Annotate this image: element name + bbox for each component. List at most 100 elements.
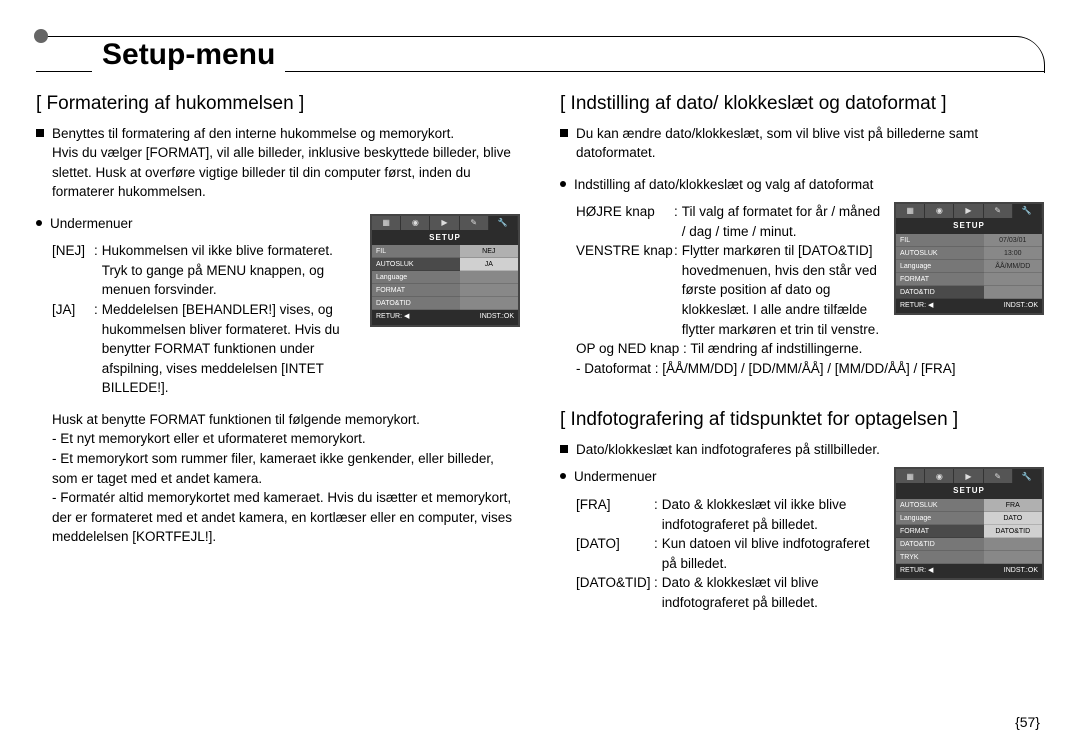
kv-row: HØJRE knap: Til valg af formatet for år …	[576, 202, 882, 241]
imprint-with-lcd: Undermenuer [FRA]: Dato & klokkeslæt vil…	[560, 467, 1044, 612]
lcd-header: SETUP	[372, 230, 518, 246]
imprint-items: [FRA]: Dato & klokkeslæt vil ikke blive …	[560, 495, 882, 612]
kv-row: [DATO&TID]: Dato & klokkeslæt vil blive …	[576, 573, 882, 612]
lcd-value-row: NEJ	[460, 245, 518, 258]
lcd-tab: ▦	[896, 204, 925, 218]
section-heading-format: [ Formatering af hukommelsen ]	[36, 90, 520, 118]
intro-text-dt: Du kan ændre dato/klokkeslæt, som vil bl…	[576, 124, 1044, 163]
kv-value: Kun datoen vil blive indfotograferet på …	[662, 534, 882, 573]
lcd-tab: ✎	[984, 204, 1013, 218]
kv-key: [DATO]	[576, 534, 654, 573]
kv-row: [FRA]: Dato & klokkeslæt vil ikke blive …	[576, 495, 882, 534]
lcd-menu-row: Language	[896, 260, 984, 273]
submenu-label: Undermenuer	[50, 214, 133, 234]
dot-bullet-icon	[560, 181, 566, 187]
lcd-menu-row: AUTOSLUK	[896, 247, 984, 260]
updown-row: OP og NED knap : Til ændring af indstill…	[560, 339, 1044, 359]
kv-value: Dato & klokkeslæt vil ikke blive indfoto…	[662, 495, 882, 534]
lcd-tab: 🔧	[489, 216, 518, 230]
lcd-footer-right: INDST.:OK	[480, 312, 514, 322]
page-number: {57}	[1015, 714, 1040, 730]
kv-key: [NEJ]	[52, 241, 94, 300]
square-bullet-icon	[560, 445, 568, 453]
note-title: Husk at benytte FORMAT funktionen til fø…	[36, 410, 520, 430]
lcd-header: SETUP	[896, 483, 1042, 499]
kv-key: VENSTRE knap	[576, 241, 674, 339]
kv-row: VENSTRE knap: Flytter markøren til [DATO…	[576, 241, 882, 339]
lcd-menu-row: FIL	[896, 234, 984, 247]
square-bullet-icon	[36, 129, 44, 137]
lcd-tab: ▦	[896, 469, 925, 483]
lcd-footer-left: RETUR: ◀	[900, 566, 933, 576]
lcd-tab: 🔧	[1013, 469, 1042, 483]
lcd-footer-left: RETUR: ◀	[376, 312, 409, 322]
lcd-preview-imprint: ▦◉▶✎🔧SETUPAUTOSLUKLanguageFORMATDATO&TID…	[894, 467, 1044, 580]
lcd-tab: ◉	[401, 216, 430, 230]
intro-text: Benyttes til formatering af den interne …	[52, 124, 520, 202]
lcd-preview-format: ▦◉▶✎🔧SETUPFILAUTOSLUKLanguageFORMATDATO&…	[370, 214, 520, 327]
lcd-value-row: ÅÅ/MM/DD	[984, 260, 1042, 273]
right-column: [ Indstilling af dato/ klokkeslæt og dat…	[560, 90, 1044, 612]
key-rows: HØJRE knap: Til valg af formatet for år …	[560, 202, 882, 339]
square-bullet-icon	[560, 129, 568, 137]
lcd-value-row: JA	[460, 258, 518, 271]
lcd-header: SETUP	[896, 218, 1042, 234]
lcd-tab: ✎	[984, 469, 1013, 483]
intro-block: Benyttes til formatering af den interne …	[36, 124, 520, 202]
kv-sep: :	[654, 534, 658, 573]
intro-block-dt: Du kan ændre dato/klokkeslæt, som vil bl…	[560, 124, 1044, 163]
lcd-menu-row: FORMAT	[896, 273, 984, 286]
submenu-label-imp-row: Undermenuer	[560, 467, 882, 487]
submenu-label-row: Undermenuer	[36, 214, 358, 234]
page-title: Setup-menu	[92, 38, 285, 72]
lcd-tab: ▶	[430, 216, 459, 230]
lcd-tab: ▦	[372, 216, 401, 230]
dot-bullet-icon	[560, 473, 566, 479]
lcd-menu-row: Language	[372, 271, 460, 284]
kv-row: [DATO]: Kun datoen vil blive indfotograf…	[576, 534, 882, 573]
note-list: - Et nyt memorykort eller et uformateret…	[36, 429, 520, 546]
section-heading-datetime: [ Indstilling af dato/ klokkeslæt og dat…	[560, 90, 1044, 118]
lcd-menu-row: FORMAT	[372, 284, 460, 297]
kv-sep: :	[654, 573, 658, 612]
intro-text-imp: Dato/klokkeslæt kan indfotograferes på s…	[576, 440, 880, 460]
kv-sep: :	[94, 300, 98, 398]
lcd-value-row: 07/03/01	[984, 234, 1042, 247]
kv-sep: :	[674, 202, 678, 241]
kv-row: [JA]: Meddelelsen [BEHANDLER!] vises, og…	[52, 300, 358, 398]
kv-key: HØJRE knap	[576, 202, 674, 241]
left-column: [ Formatering af hukommelsen ] Benyttes …	[36, 90, 520, 612]
lcd-tab: ◉	[925, 204, 954, 218]
note-line: - Formatér altid memorykortet med kamera…	[52, 488, 520, 547]
kv-sep: :	[654, 495, 658, 534]
lcd-value-row: 13:00	[984, 247, 1042, 260]
lcd-tab: 🔧	[1013, 204, 1042, 218]
lcd-menu-row: TRYK	[896, 551, 984, 564]
lcd-tab: ▶	[954, 204, 983, 218]
note-line: - Et nyt memorykort eller et uformateret…	[52, 429, 520, 449]
intro-block-imp: Dato/klokkeslæt kan indfotograferes på s…	[560, 440, 1044, 460]
lcd-value-row: DATO	[984, 512, 1042, 525]
lcd-value-row: FRA	[984, 499, 1042, 512]
sublabel-dt-text: Indstilling af dato/klokkeslæt og valg a…	[574, 175, 873, 195]
lcd-preview-datetime: ▦◉▶✎🔧SETUPFILAUTOSLUKLanguageFORMATDATO&…	[894, 202, 1044, 315]
kv-value: Meddelelsen [BEHANDLER!] vises, og hukom…	[102, 300, 358, 398]
lcd-menu-row: AUTOSLUK	[896, 499, 984, 512]
sublabel-dt: Indstilling af dato/klokkeslæt og valg a…	[560, 175, 1044, 195]
lcd-tab: ▶	[954, 469, 983, 483]
lcd-menu-row: DATO&TID	[896, 286, 984, 299]
lcd-tab: ◉	[925, 469, 954, 483]
content-columns: [ Formatering af hukommelsen ] Benyttes …	[36, 90, 1044, 612]
kv-row: [NEJ]: Hukommelsen vil ikke blive format…	[52, 241, 358, 300]
dot-bullet-icon	[36, 220, 42, 226]
lcd-menu-row: DATO&TID	[896, 538, 984, 551]
kv-key: [FRA]	[576, 495, 654, 534]
kv-value: Hukommelsen vil ikke blive formateret. T…	[102, 241, 358, 300]
kv-value: Til valg af formatet for år / måned / da…	[682, 202, 882, 241]
lcd-footer-right: INDST.:OK	[1004, 566, 1038, 576]
dateformat-row: - Datoformat : [ÅÅ/MM/DD] / [DD/MM/ÅÅ] /…	[560, 359, 1044, 379]
lcd-menu-row: Language	[896, 512, 984, 525]
submenu-label-imp: Undermenuer	[574, 467, 657, 487]
lcd-footer-right: INDST.:OK	[1004, 301, 1038, 311]
note-line: - Et memorykort som rummer filer, kamera…	[52, 449, 520, 488]
